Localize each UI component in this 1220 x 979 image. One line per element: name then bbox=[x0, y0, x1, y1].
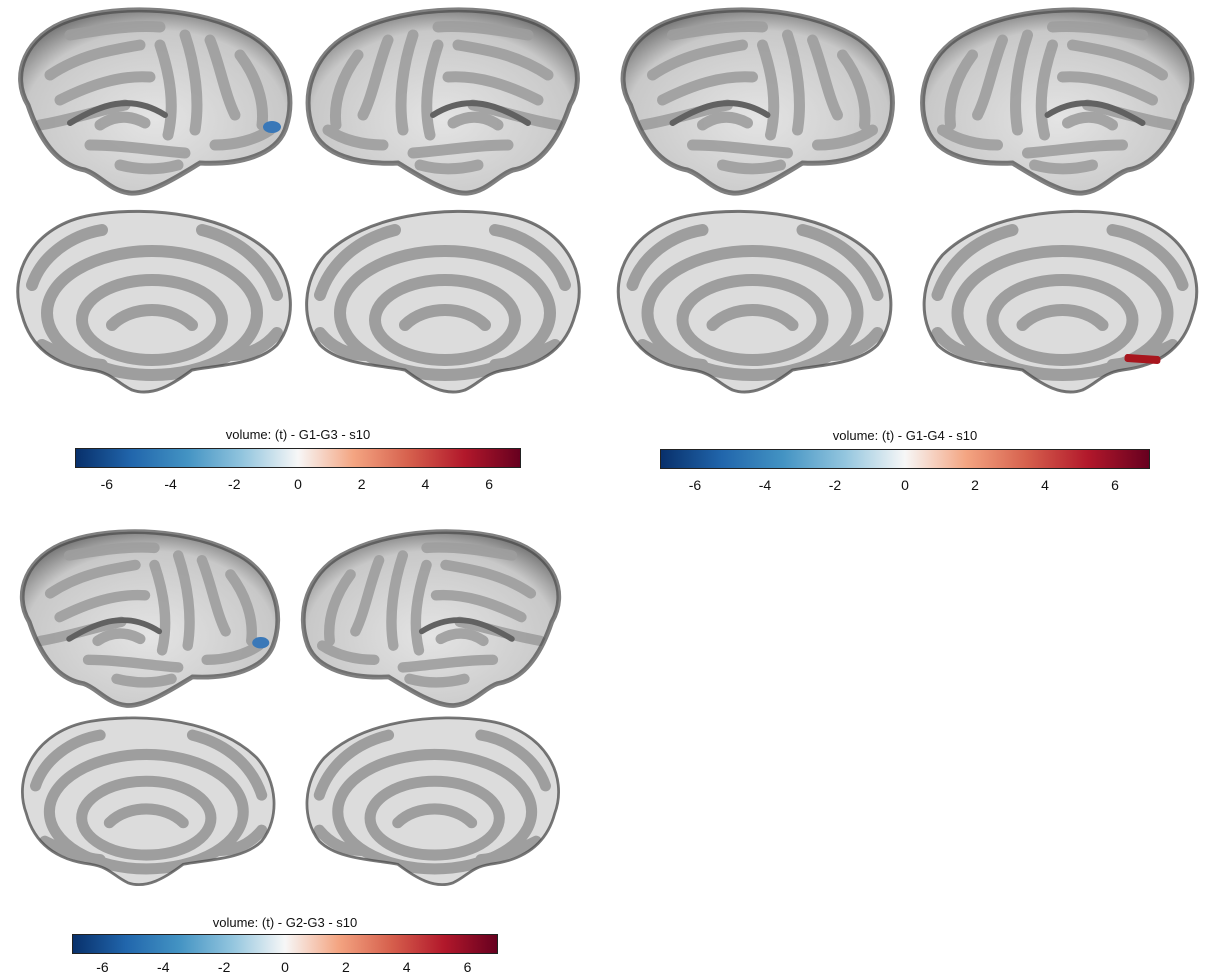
colorbar-tick-label: 0 bbox=[281, 959, 289, 975]
colorbar-tick-label: 6 bbox=[485, 476, 494, 492]
brain-right-medial-view bbox=[922, 209, 1199, 394]
colorbar-title: volume: (t) - G2-G3 - s10 bbox=[212, 915, 358, 930]
colorbar-tick-label: -6 bbox=[96, 959, 109, 975]
colorbar-title: volume: (t) - G1-G3 - s10 bbox=[225, 427, 371, 442]
colorbar-tick-label: 0 bbox=[294, 476, 302, 492]
colorbar-tick-label: -2 bbox=[217, 959, 231, 975]
brain-left-medial-view bbox=[616, 209, 893, 394]
colorbar-tick-label: -4 bbox=[157, 959, 170, 975]
colorbar-tick-label: -2 bbox=[828, 477, 842, 493]
colorbar-tick-label: 4 bbox=[402, 959, 411, 975]
brain-right-lateral-view bbox=[300, 529, 562, 708]
brain-right-medial-view bbox=[305, 209, 581, 394]
colorbar bbox=[660, 449, 1150, 469]
colorbar-tick-label: 2 bbox=[971, 477, 979, 493]
colorbar-tick-label: 2 bbox=[341, 959, 350, 975]
colorbar-tick-label: 4 bbox=[421, 476, 430, 492]
colorbar-tick-label: -4 bbox=[164, 476, 177, 492]
brain-left-lateral-view bbox=[19, 529, 281, 708]
brain-right-lateral-view bbox=[920, 7, 1195, 196]
colorbar bbox=[72, 934, 498, 954]
colorbar-tick-label: -6 bbox=[100, 476, 114, 492]
colorbar-tick-label: -6 bbox=[688, 477, 702, 493]
colorbar-tick-label: -4 bbox=[758, 477, 772, 493]
colorbar-tick-label: 6 bbox=[463, 959, 472, 975]
brain-right-medial-view bbox=[305, 716, 560, 887]
colorbar-tick-label: 0 bbox=[901, 477, 909, 493]
brain-right-lateral-view bbox=[305, 7, 580, 196]
colorbar-tick-label: 4 bbox=[1041, 477, 1049, 493]
colorbar-tick-label: 6 bbox=[1111, 477, 1119, 493]
colorbar bbox=[75, 448, 521, 468]
brain-left-lateral-view bbox=[18, 7, 293, 196]
brain-left-medial-view bbox=[16, 209, 292, 394]
colorbar-title: volume: (t) - G1-G4 - s10 bbox=[832, 428, 978, 443]
brain-left-medial-view bbox=[21, 716, 276, 887]
colorbar-tick-label: -2 bbox=[228, 476, 241, 492]
colorbar-tick-label: 2 bbox=[357, 476, 366, 492]
brain-left-lateral-view bbox=[620, 7, 895, 196]
